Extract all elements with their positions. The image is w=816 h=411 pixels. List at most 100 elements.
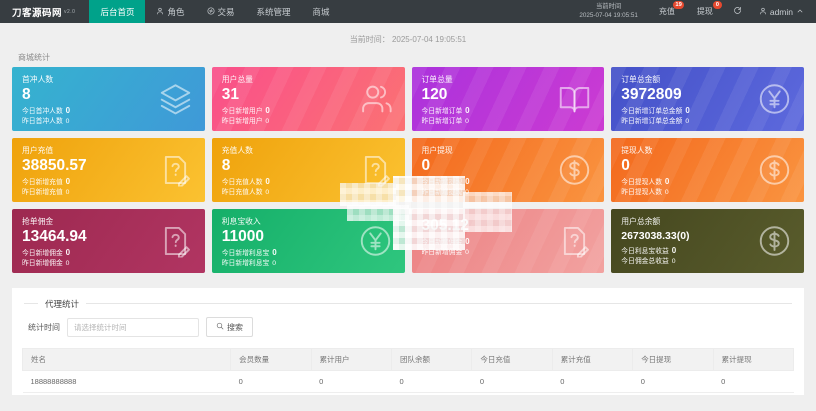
card-today-label: 今日充值人数: [221, 178, 263, 186]
admin-dropdown[interactable]: admin: [751, 7, 816, 17]
admin-username: admin: [769, 6, 793, 17]
card-today-line: 今日新增订单总金额 0: [621, 105, 794, 117]
card-today-value: 0: [65, 247, 71, 257]
card-yesterday-label: 昨日新增佣金: [22, 259, 63, 267]
cell-today-withdraw: 0: [632, 370, 714, 393]
card-today-label: 今日新增用户: [221, 107, 263, 115]
card-today-value: 0: [272, 247, 277, 257]
card-today-value: 0: [465, 236, 470, 246]
card-yesterday-line: 昨日新增佣金 0: [422, 248, 595, 258]
card-yesterday-label: 昨日提现人数: [621, 188, 663, 196]
card-yesterday-line: 昨日新增订单 0: [422, 117, 595, 127]
card-yesterday-line: 昨日提现人数 0: [621, 188, 794, 198]
card-value: 11000: [221, 228, 264, 245]
card-value: 8: [221, 157, 231, 174]
col-header-total-users[interactable]: 累计用户: [310, 348, 392, 371]
card-value: 120: [421, 86, 448, 103]
time-label: 当前时间: [596, 3, 622, 10]
col-header-today-withdraw[interactable]: 今日提现: [632, 348, 714, 371]
menu-item-mall[interactable]: 商城: [302, 0, 341, 23]
card-today-label: 今日利息宝收益: [621, 248, 669, 256]
card-yesterday-line: 昨日首冲人数 0: [22, 117, 195, 127]
card-yesterday-value: 0: [465, 188, 469, 196]
card-today-label: 今日新增利息宝: [221, 249, 270, 257]
withdraw-link[interactable]: 提现 0: [686, 0, 724, 23]
col-header-total-withdraw[interactable]: 累计提现: [712, 348, 795, 371]
menu-item-label: 商城: [312, 6, 330, 17]
stat-card-first-recharge-users: 首冲人数 8 今日首冲人数 0 昨日首冲人数 0: [12, 67, 205, 131]
menu-item-system[interactable]: 系统管理: [246, 0, 302, 23]
table-row[interactable]: 18888888888 0 0 0 0 0 0 0: [22, 370, 794, 393]
menu-item-transactions[interactable]: 交易: [196, 0, 246, 23]
card-today-line: 今日新增佣金 0: [22, 247, 195, 259]
refresh-button[interactable]: [724, 6, 751, 17]
card-yesterday-value: 0: [65, 259, 70, 267]
card-today-line: 今日新增订单 0: [422, 105, 595, 117]
navbar-current-time: 当前时间 2025-07-04 19:05:51: [569, 3, 647, 20]
card-today-value: 0: [265, 105, 270, 115]
card-yesterday-line: 昨日新增订单总金额 0: [621, 117, 794, 127]
card-today-value: 0: [465, 105, 470, 115]
card-title: 利息宝收入: [221, 217, 261, 226]
card-today-value: 0: [265, 176, 270, 186]
card-today-value: 0: [65, 105, 71, 115]
card-value: 31: [221, 86, 239, 103]
search-button[interactable]: 搜索: [206, 317, 253, 337]
card-yesterday-line: 昨日新增利息宝 0: [222, 259, 395, 269]
card-yesterday-value: 0: [465, 248, 469, 256]
card-yesterday-label: 昨日新增利息宝: [221, 259, 270, 267]
card-title: 订单总金额: [621, 75, 661, 84]
card-value: 3972809: [621, 86, 682, 103]
search-button-label: 搜索: [227, 322, 243, 332]
recharge-label: 充值: [658, 7, 675, 16]
menu-item-home[interactable]: 后台首页: [89, 0, 146, 23]
card-today-value: 0: [671, 246, 677, 256]
card-today-line: 今日充值人数 0: [222, 176, 395, 188]
card-yesterday-label: 昨日新增提现: [421, 188, 463, 196]
card-title: 用户提现: [421, 146, 453, 155]
cell-today-recharge: 0: [471, 370, 553, 393]
card-value: 8: [22, 86, 31, 103]
agent-stats-panel: 代理统计 统计时间 搜索 姓名 会员数量 累计用户 团队余额 今日充值 累计充值…: [12, 288, 804, 395]
search-icon: [216, 322, 224, 332]
col-header-name[interactable]: 姓名: [21, 348, 232, 371]
card-today-line: 今日提现人数 0: [621, 176, 794, 188]
col-header-total-recharge[interactable]: 累计充值: [551, 348, 634, 371]
card-today-label: 今日新增订单: [421, 107, 463, 115]
card-today-line: 今日新增利息宝 0: [222, 247, 395, 259]
stat-card-recharge-users: 充值人数 8 今日充值人数 0 昨日充值人数 0: [211, 138, 405, 202]
card-today-label: 今日首冲人数: [22, 107, 63, 115]
col-header-today-recharge[interactable]: 今日充值: [471, 348, 553, 371]
card-yesterday-value: 0: [265, 117, 270, 125]
page-time-line: 当前时间： 2025-07-04 19:05:51: [349, 35, 467, 44]
card-today-value: 0: [664, 176, 670, 186]
card-yesterday-label: 昨日新增充值: [22, 188, 63, 196]
agent-stats-fieldset: 代理统计 统计时间 搜索: [24, 297, 792, 337]
card-today-label: 今日新增充值: [22, 178, 63, 186]
agent-filter-row: 统计时间 搜索: [28, 317, 792, 337]
card-today-label: 今日提现人数: [621, 178, 663, 186]
cell-total-withdraw: 0: [713, 370, 794, 393]
card-today-value: 0: [65, 176, 71, 186]
cell-total-users: 0: [311, 370, 392, 393]
card-title: 充值人数: [221, 146, 253, 155]
col-header-team-balance[interactable]: 团队余额: [390, 348, 473, 371]
stat-card-user-total-balance: 用户总余额 2673038.33(0) 今日利息宝收益 0 今日佣金总收益 0: [611, 209, 804, 273]
menu-item-label: 角色: [167, 6, 185, 17]
section-title-mall-stats: 商城统计: [18, 53, 50, 62]
card-yesterday-value: 0: [272, 259, 276, 267]
card-title: 用户充值: [22, 146, 54, 155]
stat-cards-grid: 首冲人数 8 今日首冲人数 0 昨日首冲人数 0 用户总量 31 今日新增用户 …: [12, 67, 804, 273]
main-menu: 后台首页 角色 交易 系统管理 商城: [89, 0, 340, 23]
stat-time-input[interactable]: [67, 317, 199, 337]
menu-item-roles[interactable]: 角色: [145, 0, 195, 23]
card-yesterday-value: 0: [664, 188, 669, 196]
card-today-value: 0: [465, 176, 470, 186]
card-yesterday-label: 昨日新增用户: [221, 117, 263, 125]
menu-item-label: 系统管理: [256, 6, 291, 17]
app-logo[interactable]: 刀客源码网 v2.0: [0, 0, 89, 23]
col-header-member-count[interactable]: 会员数量: [230, 348, 312, 371]
card-yesterday-value: 0: [465, 117, 469, 125]
card-value: 13464.94: [22, 228, 87, 245]
recharge-link[interactable]: 充值 19: [648, 0, 686, 23]
